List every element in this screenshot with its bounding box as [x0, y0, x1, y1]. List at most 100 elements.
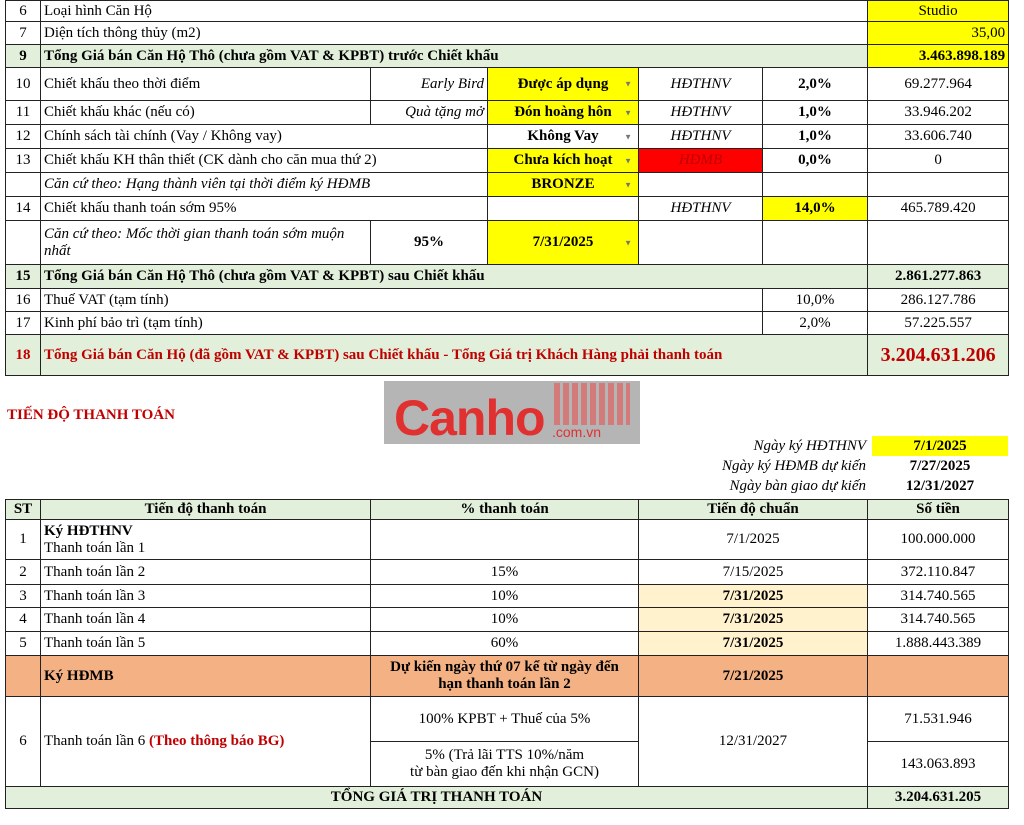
row-no: 4: [5, 607, 41, 632]
row-no: 13: [5, 148, 41, 173]
contract-cell: HĐTHNV: [638, 196, 763, 221]
dropdown-arrow-icon[interactable]: ▼: [624, 79, 632, 89]
dropdown-value: 7/31/2025: [532, 234, 594, 250]
pct-cell: 60%: [370, 631, 639, 656]
row-label: Thuế VAT (tạm tính): [40, 288, 763, 312]
row-label: Thanh toán lần 5: [40, 631, 371, 656]
dropdown-arrow-icon[interactable]: ▼: [624, 108, 632, 117]
empty-cell: [5, 220, 41, 265]
date-cell: 7/31/2025: [638, 631, 868, 656]
row-no: 10: [5, 67, 41, 101]
row-6: 6 Loại hình Căn Hộ Studio: [5, 0, 1010, 22]
row-label: Chiết khấu khác (nếu có): [40, 100, 371, 125]
amount-cell: 143.063.893: [867, 741, 1009, 787]
tier-dropdown[interactable]: BRONZE ▼: [487, 172, 639, 197]
contract-cell: HĐTHNV: [638, 100, 763, 125]
row-no: 11: [5, 100, 41, 125]
table-row: 6 Thanh toán lần 6 (Theo thông báo BG) 100…: [5, 696, 1009, 787]
table-row: 5% (Trả lãi TTS 10%/năm từ bàn giao đến k…: [6, 741, 1009, 787]
date-value[interactable]: 7/1/2025: [872, 436, 1008, 456]
row-label: Chiết khấu thanh toán sớm 95%: [40, 196, 488, 221]
date-cell: 7/15/2025: [638, 559, 868, 585]
value-cell[interactable]: Studio: [867, 0, 1010, 22]
building-icon: [554, 383, 630, 425]
total-amount: 3.204.631.205: [867, 786, 1009, 809]
schedule-title: TIẾN ĐỘ THANH TOÁN: [7, 407, 175, 423]
row-label: Diện tích thông thủy (m2): [39, 21, 869, 45]
loan-dropdown[interactable]: Không Vay ▼: [487, 124, 639, 149]
dropdown-value: Chưa kích hoạt: [513, 152, 613, 168]
pct-cell: 2,0%: [761, 67, 869, 101]
value-cell: 57.225.557: [867, 311, 1010, 335]
pct-cell: 10%: [370, 607, 639, 632]
total-row: TỔNG GIÁ TRỊ THANH TOÁN 3.204.631.205: [5, 786, 1009, 809]
row-11: 11 Chiết khấu khác (nếu có) Quà tặng mở Đón…: [5, 100, 1010, 125]
row-15: 15 Tổng Giá bán Căn Hộ Thô (chưa gồm VAT …: [5, 264, 1010, 289]
empty-cell: [638, 172, 763, 197]
row-no: 5: [5, 631, 41, 656]
empty-cell: [638, 220, 763, 265]
value-cell[interactable]: 35,00: [867, 21, 1010, 45]
dropdown-arrow-icon[interactable]: ▼: [624, 238, 632, 247]
row-14-basis: Căn cứ theo: Mốc thời gian thanh toán sớ…: [5, 220, 1010, 265]
dropdown-arrow-icon[interactable]: ▼: [624, 156, 632, 165]
amount-cell: 100.000.000: [867, 519, 1009, 560]
empty-cell: [761, 172, 869, 197]
row-label: Kinh phí bảo trì (tạm tính): [40, 311, 763, 335]
value-cell: 0: [867, 148, 1010, 173]
row-label: Tổng Giá bán Căn Hộ (đã gồm VAT & KPBT) …: [39, 334, 869, 376]
note-line: Dự kiến ngày thứ 07 kể từ ngày đến: [390, 659, 619, 675]
loyalty-dropdown[interactable]: Chưa kích hoạt ▼: [487, 148, 639, 173]
header-row: ST Tiến độ thanh toán% thanh toán Tiến độ …: [5, 499, 1009, 520]
dropdown-value: Được áp dụng: [517, 75, 609, 92]
column-header: % thanh toán: [370, 499, 639, 520]
date-cell: 12/31/2027: [638, 696, 868, 787]
row-note: Early Bird: [370, 67, 488, 101]
row-label: Tổng Giá bán Căn Hộ Thô (chưa gồm VAT & …: [39, 44, 869, 68]
contract-cell: HĐMB: [638, 148, 763, 173]
dropdown-value: Không Vay: [527, 128, 599, 144]
row-no: 1: [5, 519, 41, 560]
empty-cell: [761, 220, 869, 265]
row-no: 14: [5, 196, 41, 221]
row-label: Ký HĐTHNV Thanh toán lần 1: [40, 519, 371, 560]
date-cell: 7/21/2025: [638, 655, 868, 697]
pct-cell: 100% KPBT + Thuế của 5%: [370, 696, 639, 742]
empty-cell: [5, 172, 41, 197]
empty-cell: [5, 655, 41, 697]
empty-cell: [867, 220, 1010, 265]
amount-cell: 372.110.847: [867, 559, 1009, 585]
pct-cell: 5% (Trả lãi TTS 10%/năm từ bàn giao đến k…: [370, 741, 639, 787]
pct-cell: 2,0%: [761, 311, 869, 335]
table-row: 5 Thanh toán lần 5 60% 7/31/2025 1.888.443.3…: [5, 631, 1009, 656]
column-header: Tiến độ thanh toán: [40, 499, 371, 520]
empty-cell: [370, 519, 639, 560]
note-line: hạn thanh toán lần 2: [438, 676, 571, 692]
discount-dropdown[interactable]: Được áp dụng ▼: [487, 67, 639, 101]
pct-cell: 1,0%: [761, 100, 869, 125]
date-value: 12/31/2027: [905, 478, 975, 494]
row-10: 10 Chiết khấu theo thời điểm Early Bird Đượ…: [5, 67, 1010, 101]
date-dropdown[interactable]: 7/31/2025 ▼: [487, 220, 639, 265]
key-dates: Ngày ký HĐTHNV 7/1/2025 Ngày ký HĐMB dự k…: [566, 436, 1008, 496]
row-label: Tổng Giá bán Căn Hộ Thô (chưa gồm VAT & …: [39, 264, 869, 289]
value-cell: 286.127.786: [867, 288, 1010, 312]
row-label: Thanh toán lần 4: [40, 607, 371, 632]
dropdown-arrow-icon[interactable]: ▼: [624, 180, 632, 189]
value-cell: 33.946.202: [867, 100, 1010, 125]
pct-cell: 14,0%: [761, 196, 869, 221]
row-18: 18 Tổng Giá bán Căn Hộ (đã gồm VAT & KPBT…: [5, 334, 1010, 376]
row-no: 2: [5, 559, 41, 585]
column-header: Tiến độ chuẩn: [638, 499, 868, 520]
pct-cell: 1,0%: [761, 124, 869, 149]
gift-dropdown[interactable]: Đón hoàng hôn ▼: [487, 100, 639, 125]
row-no: 6: [5, 696, 41, 787]
grand-total-value: 3.204.631.206: [867, 334, 1010, 376]
row-label: Thanh toán lần 2: [40, 559, 371, 585]
contract-cell: HĐTHNV: [638, 67, 763, 101]
date-row: Ngày ký HĐMB dự kiến 7/27/2025: [566, 456, 1008, 476]
row-no: 17: [5, 311, 41, 335]
table-row: 1 Ký HĐTHNV Thanh toán lần 1 7/1/2025 100.00…: [5, 519, 1009, 560]
dropdown-arrow-icon[interactable]: ▼: [624, 132, 632, 141]
row-label-note: (Theo thông báo BG): [148, 733, 285, 749]
